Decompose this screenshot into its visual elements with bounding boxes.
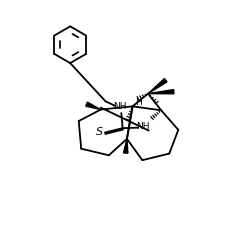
Text: NH: NH xyxy=(113,102,127,111)
Text: S: S xyxy=(96,127,103,137)
Text: H: H xyxy=(135,98,142,107)
Polygon shape xyxy=(148,78,167,94)
Polygon shape xyxy=(148,90,174,94)
Polygon shape xyxy=(124,139,128,153)
Text: NH: NH xyxy=(137,122,150,131)
Polygon shape xyxy=(86,102,101,109)
